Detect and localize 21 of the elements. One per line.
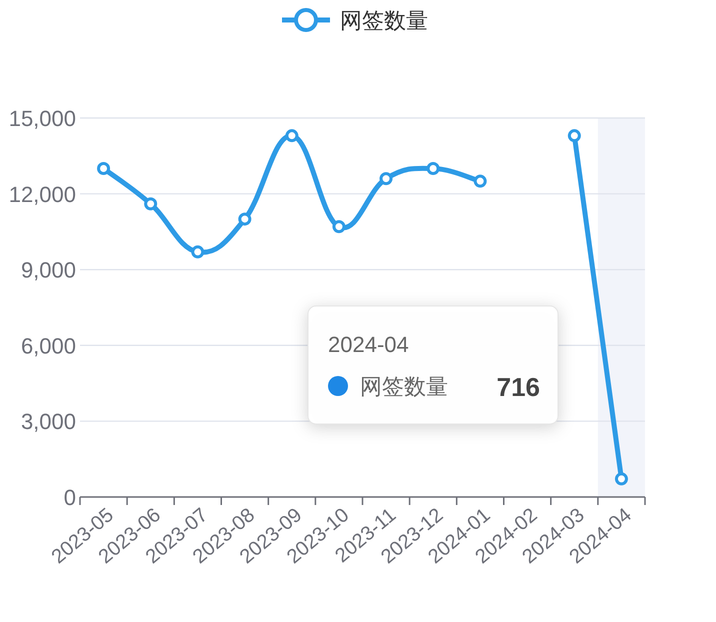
y-tick-label: 15,000 — [8, 106, 76, 131]
annotation: 716 — [496, 372, 540, 402]
point — [332, 220, 346, 234]
point — [238, 212, 252, 226]
point — [97, 162, 110, 176]
y-tick-label: 3,000 — [20, 409, 76, 434]
y-tick-label: 9,000 — [20, 258, 76, 283]
y-tick-label: 12,000 — [8, 182, 76, 207]
point — [614, 472, 628, 486]
point — [191, 245, 204, 258]
annotation: 2024-04 — [328, 332, 409, 357]
legend-label: 网签数量 — [340, 8, 428, 33]
annotation: 网签数量 — [360, 374, 448, 399]
point — [144, 197, 158, 210]
y-tick-label: 0 — [64, 485, 76, 510]
point — [380, 172, 393, 186]
y-tick-label: 6,000 — [20, 333, 76, 358]
point — [568, 129, 581, 142]
point — [474, 174, 487, 188]
point — [426, 162, 440, 176]
point — [285, 129, 298, 142]
